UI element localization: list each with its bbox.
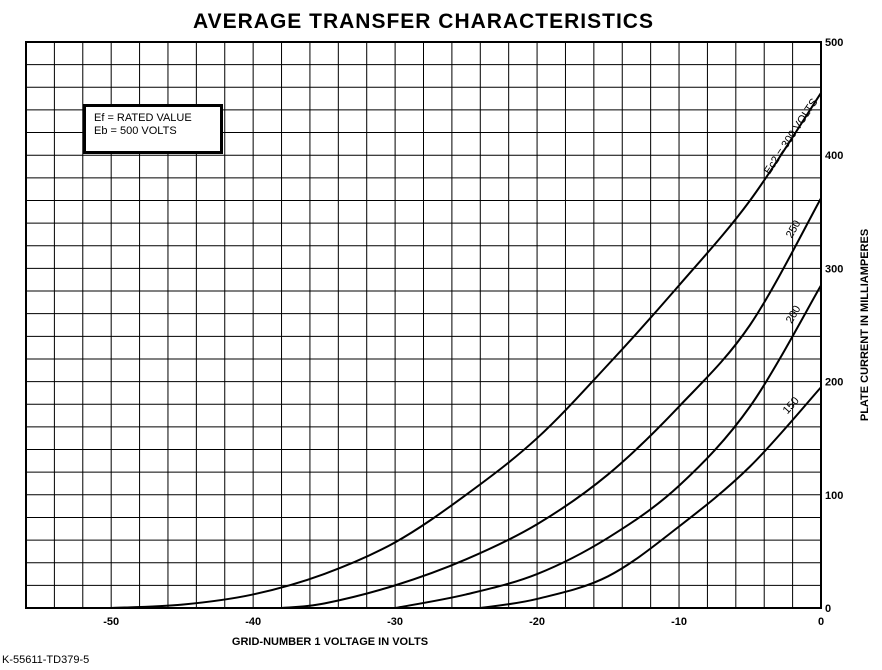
series-line-0 — [111, 92, 822, 609]
y-tick-label: 500 — [825, 37, 843, 49]
tick-layer: -50 -40 -30 -20 -10 00 100 200 300 400 500 — [103, 37, 843, 628]
data-point — [465, 494, 467, 496]
x-tick-label: -40 — [245, 616, 261, 628]
y-tick-label: 300 — [825, 263, 843, 275]
data-point — [536, 437, 538, 440]
chart-title: AVERAGE TRANSFER CHARACTERISTICS — [193, 10, 654, 33]
data-point — [678, 405, 680, 408]
data-point — [749, 324, 751, 326]
data-point — [678, 284, 680, 287]
y-tick-label: 400 — [825, 150, 843, 162]
data-point — [678, 525, 680, 528]
x-tick-label: -20 — [529, 616, 545, 628]
data-point — [465, 558, 467, 561]
series-line-2 — [394, 284, 822, 609]
plot-frame — [25, 41, 822, 609]
data-point — [394, 584, 396, 587]
data-point — [749, 199, 751, 202]
data-point — [323, 573, 325, 575]
data-point — [465, 593, 467, 596]
data-point — [607, 473, 609, 476]
data-point — [607, 363, 609, 366]
data-point — [181, 603, 183, 606]
note-line-ef: Ef = RATED VALUE — [94, 112, 192, 124]
series-line-1 — [281, 197, 822, 609]
data-point — [749, 405, 751, 408]
data-point — [252, 593, 254, 596]
x-tick-label: -30 — [387, 616, 403, 628]
data-point — [678, 484, 680, 487]
note-line-eb: Eb = 500 VOLTS — [94, 125, 177, 137]
data-point — [536, 523, 538, 526]
x-axis-title: GRID-NUMBER 1 VOLTAGE IN VOLTS — [232, 636, 428, 648]
data-point — [536, 573, 538, 575]
data-point — [536, 598, 538, 600]
x-tick-label: 0 — [818, 616, 824, 628]
conditions-note: Ef = RATED VALUE Eb = 500 VOLTS — [83, 104, 223, 154]
data-point — [749, 465, 751, 468]
y-tick-label: 100 — [825, 490, 843, 502]
x-tick-label: -10 — [671, 616, 687, 628]
x-tick-label: -50 — [103, 616, 119, 628]
data-point — [323, 602, 325, 605]
curve-label: Ec2 = 300 VOLTS — [762, 97, 821, 177]
data-point — [394, 541, 396, 544]
y-tick-label: 0 — [825, 603, 831, 615]
y-tick-label: 200 — [825, 377, 843, 389]
y-axis-title: PLATE CURRENT IN MILLIAMPERES — [859, 229, 871, 421]
drawing-number: K-55611-TD379-5 — [2, 654, 90, 666]
grid-layer — [26, 42, 821, 608]
data-point — [607, 575, 609, 578]
data-point — [607, 537, 609, 539]
